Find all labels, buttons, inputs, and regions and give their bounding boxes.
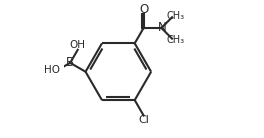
Text: O: O [139,3,148,16]
Text: CH₃: CH₃ [166,35,185,45]
Text: OH: OH [70,40,86,50]
Text: CH₃: CH₃ [166,11,185,21]
Text: HO: HO [44,65,60,75]
Text: B: B [66,56,74,69]
Text: N: N [158,21,166,34]
Text: Cl: Cl [138,115,149,125]
